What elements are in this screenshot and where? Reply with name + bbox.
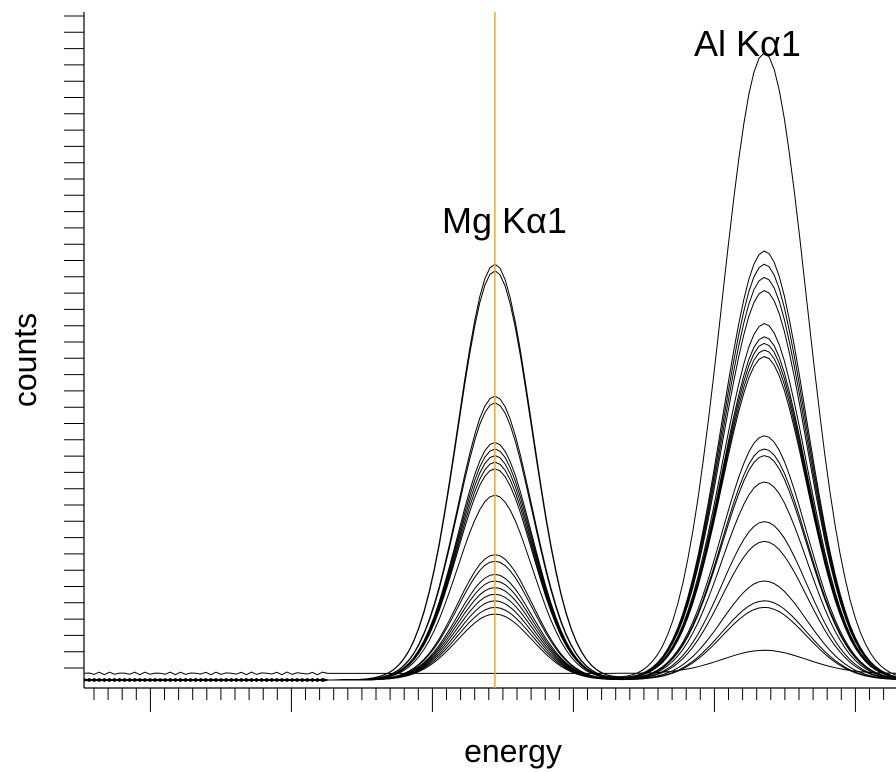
spectrum-line — [83, 448, 896, 682]
spectrum-line — [83, 349, 896, 682]
spectrum-line — [83, 323, 896, 682]
y-axis-title: counts — [7, 313, 43, 407]
spectrum-line — [83, 435, 896, 682]
spectrum-line — [83, 455, 896, 682]
mg-peak-label: Mg Kα1 — [442, 200, 567, 241]
spectrum-line — [83, 600, 896, 682]
x-axis-title: energy — [464, 733, 562, 769]
spectrum-line — [83, 336, 896, 682]
spectrum-line — [83, 580, 896, 682]
spectrum-line — [83, 649, 896, 676]
spectrum-line — [83, 250, 896, 682]
al-peak-label: Al Kα1 — [694, 23, 801, 64]
y-axis-ticks — [64, 15, 84, 669]
x-axis-ticks — [93, 688, 885, 712]
spectrum-line — [83, 342, 896, 682]
spectrum-line — [83, 276, 896, 682]
spectrum-line — [83, 606, 896, 682]
spectrum-line — [83, 52, 896, 682]
spectrum-line — [83, 263, 896, 682]
spectra-lines — [83, 52, 896, 682]
spectrum-line — [83, 290, 896, 682]
